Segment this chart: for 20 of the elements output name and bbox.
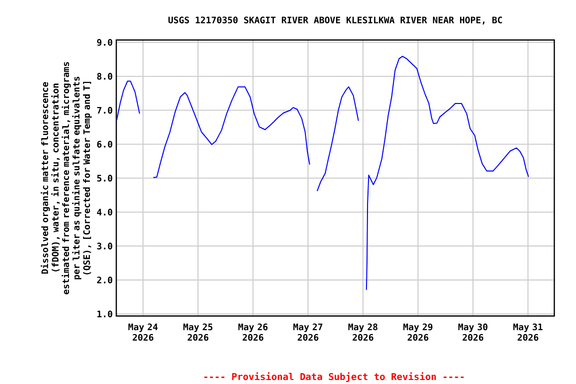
x-tick-label: May 25 2026 xyxy=(183,324,212,341)
x-tick-label: May 30 2026 xyxy=(458,324,488,341)
x-tick-label: May 26 2026 xyxy=(238,324,268,341)
y-tick-label: 4.0 xyxy=(97,208,112,216)
y-tick-label: 3.0 xyxy=(97,242,112,250)
y-tick-label: 6.0 xyxy=(97,140,112,148)
y-tick-label: 8.0 xyxy=(97,72,112,80)
y-tick-label: 9.0 xyxy=(97,38,112,46)
y-axis-title: Dissolved organic matter fluorescence (fDOM), water, in situ, concentration estimated from reference material, micrograms per liter as quinine sulfate equivalents (QSE), [Corrected for Water Temp and T] xyxy=(40,62,92,294)
x-tick-label: May 31 2026 xyxy=(513,324,543,341)
y-tick-label: 5.0 xyxy=(97,174,112,182)
chart-title: USGS 12170350 SKAGIT RIVER ABOVE KLESILKWA RIVER NEAR HOPE, BC xyxy=(168,16,502,24)
text: ---- Provisional Data Subject to Revision ---- xyxy=(204,372,464,382)
y-tick-label: 7.0 xyxy=(97,106,112,114)
y-tick-label: 2.0 xyxy=(97,276,112,284)
x-tick-label: May 24 2026 xyxy=(128,324,158,341)
x-tick-label: May 27 2026 xyxy=(293,324,322,341)
x-tick-label: May 28 2026 xyxy=(348,324,378,341)
y-tick-label: 1.0 xyxy=(97,310,112,318)
x-tick-label: May 29 2026 xyxy=(403,324,432,341)
